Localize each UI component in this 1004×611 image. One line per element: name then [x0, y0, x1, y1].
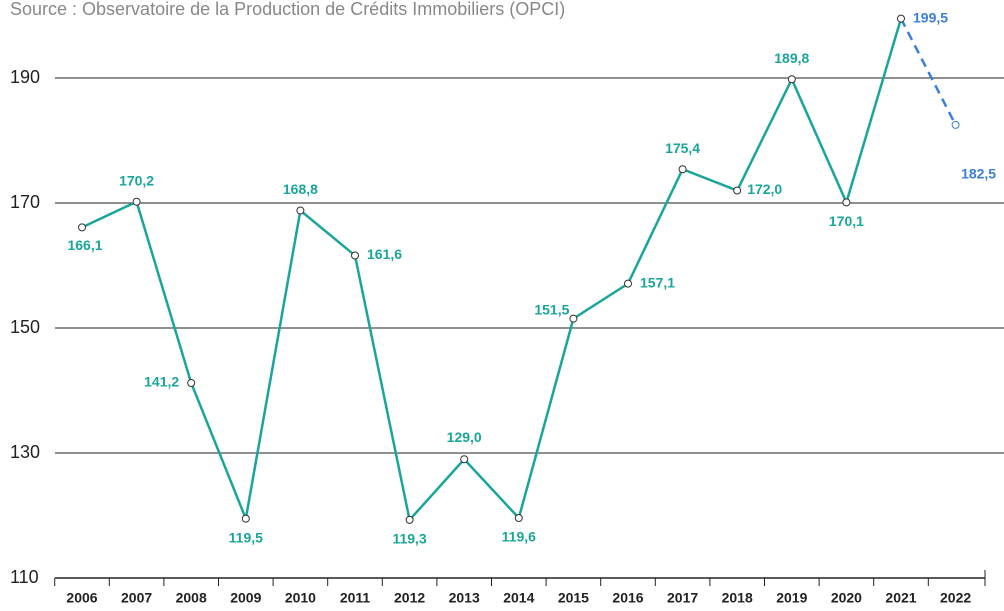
y-tick-label: 150 [10, 317, 40, 337]
point [678, 165, 687, 174]
point [78, 223, 86, 232]
point [405, 515, 414, 524]
line [81, 18, 903, 524]
value-label: 168,8 [283, 181, 318, 197]
y-tick-label: 110 [10, 567, 39, 587]
source: Source : Observatoire de la Production d… [10, 0, 565, 19]
y-tick-label: 130 [10, 442, 40, 462]
point [569, 314, 578, 323]
value-label: 119,6 [502, 529, 536, 545]
x-tick-label: 2008 [176, 590, 207, 606]
point [351, 251, 359, 260]
x-tick-label: 2012 [394, 590, 425, 606]
value-label: 157,1 [640, 274, 675, 290]
value-label: 141,2 [144, 374, 179, 390]
point [514, 514, 523, 522]
value-label: 189,8 [774, 50, 809, 66]
value-label: 182,5 [961, 166, 996, 182]
value-label: 172,0 [747, 181, 782, 197]
value-label: 170,1 [829, 213, 864, 229]
value-label: 151,5 [534, 301, 569, 317]
x-tick-label: 2006 [66, 590, 97, 606]
x-tick-label: 2016 [612, 590, 643, 606]
value-label: 170,2 [119, 172, 154, 188]
x-tick-label: 2017 [667, 590, 698, 606]
value-label: 199,5 [913, 9, 948, 25]
point [187, 379, 196, 387]
x-tick-label: 2015 [558, 590, 589, 606]
point [733, 186, 742, 195]
point [897, 14, 905, 23]
value-label: 161,6 [367, 246, 402, 262]
value-label: 166,1 [67, 237, 102, 253]
value-label: 119,3 [392, 531, 426, 547]
x-tick-label: 2020 [831, 590, 862, 606]
x-tick-label: 2010 [285, 590, 316, 606]
x-tick-label: 2014 [503, 590, 534, 606]
value-label: 175,4 [665, 140, 700, 156]
x-tick-label: 2021 [885, 590, 916, 606]
point [787, 75, 796, 84]
point [624, 279, 632, 288]
point [132, 197, 141, 206]
x-tick-label: 2022 [940, 590, 971, 606]
y-tick-label: 170 [10, 192, 40, 212]
x-tick-label: 2011 [340, 590, 371, 606]
point [241, 514, 250, 523]
x-tick-label: 2007 [121, 590, 152, 606]
projection-line [899, 18, 957, 126]
point [842, 198, 851, 207]
x-tick-label: 2018 [722, 590, 753, 606]
point [460, 455, 469, 464]
value-label: 119,5 [229, 529, 263, 545]
x-tick-label: 2009 [230, 590, 261, 606]
y-tick-label: 190 [10, 67, 40, 87]
x-tick-label: 2013 [449, 590, 480, 606]
value-label: 129,0 [447, 429, 482, 445]
point [296, 206, 305, 215]
point [951, 120, 960, 129]
x-tick-label: 2019 [776, 590, 807, 606]
